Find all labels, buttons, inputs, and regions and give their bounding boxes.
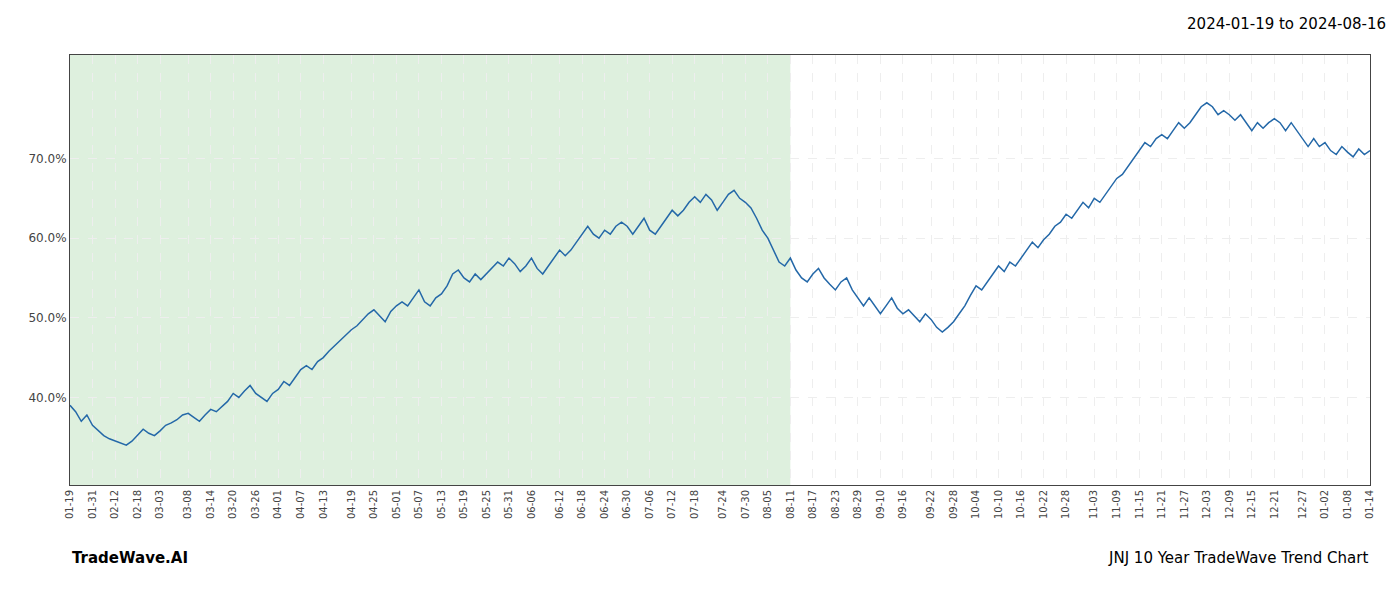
svg-text:07-24: 07-24	[717, 490, 728, 519]
svg-text:04-25: 04-25	[368, 490, 379, 519]
svg-text:12-27: 12-27	[1297, 490, 1308, 519]
svg-text:01-14: 01-14	[1364, 490, 1375, 519]
svg-text:12-15: 12-15	[1246, 490, 1257, 519]
svg-text:06-30: 06-30	[621, 490, 632, 519]
svg-text:08-29: 08-29	[852, 490, 863, 519]
svg-text:11-03: 11-03	[1088, 490, 1099, 519]
svg-text:12-03: 12-03	[1201, 490, 1212, 519]
svg-text:02-18: 02-18	[132, 490, 143, 519]
svg-text:04-13: 04-13	[318, 490, 329, 519]
svg-text:03-03: 03-03	[154, 490, 165, 519]
svg-text:06-06: 06-06	[526, 490, 537, 519]
svg-text:08-11: 08-11	[785, 490, 796, 519]
svg-text:03-08: 03-08	[182, 490, 193, 519]
svg-text:12-09: 12-09	[1224, 490, 1235, 519]
svg-text:11-27: 11-27	[1179, 490, 1190, 519]
svg-text:03-26: 03-26	[250, 490, 261, 519]
svg-text:10-22: 10-22	[1038, 490, 1049, 519]
svg-text:11-21: 11-21	[1156, 490, 1167, 519]
svg-text:05-19: 05-19	[458, 490, 469, 519]
svg-text:04-01: 04-01	[272, 490, 283, 519]
svg-text:11-15: 11-15	[1134, 490, 1145, 519]
svg-text:TradeWave.AI: TradeWave.AI	[72, 549, 188, 567]
svg-text:05-07: 05-07	[413, 490, 424, 519]
svg-text:03-20: 03-20	[227, 490, 238, 519]
svg-text:07-06: 07-06	[644, 490, 655, 519]
svg-text:05-31: 05-31	[503, 490, 514, 519]
svg-text:09-28: 09-28	[948, 490, 959, 519]
svg-text:50.0%: 50.0%	[28, 311, 66, 325]
svg-text:01-08: 01-08	[1342, 490, 1353, 519]
svg-text:04-07: 04-07	[295, 490, 306, 519]
svg-text:11-09: 11-09	[1111, 490, 1122, 519]
svg-text:09-16: 09-16	[897, 490, 908, 519]
svg-text:05-13: 05-13	[436, 490, 447, 519]
svg-text:40.0%: 40.0%	[28, 391, 66, 405]
svg-text:01-02: 01-02	[1319, 490, 1330, 519]
svg-text:06-18: 06-18	[576, 490, 587, 519]
svg-text:JNJ 10 Year TradeWave Trend Ch: JNJ 10 Year TradeWave Trend Chart	[1108, 549, 1368, 567]
svg-text:06-12: 06-12	[554, 490, 565, 519]
svg-text:05-01: 05-01	[391, 490, 402, 519]
svg-text:01-19: 01-19	[64, 490, 75, 519]
svg-text:07-30: 07-30	[740, 490, 751, 519]
svg-text:08-05: 08-05	[762, 490, 773, 519]
svg-text:09-22: 09-22	[925, 490, 936, 519]
svg-text:09-10: 09-10	[875, 490, 886, 519]
svg-text:10-04: 10-04	[970, 490, 981, 519]
svg-text:03-14: 03-14	[205, 490, 216, 519]
svg-text:70.0%: 70.0%	[28, 152, 66, 166]
svg-text:08-17: 08-17	[807, 490, 818, 519]
svg-text:05-25: 05-25	[481, 490, 492, 519]
svg-text:2024-01-19 to 2024-08-16: 2024-01-19 to 2024-08-16	[1187, 15, 1386, 33]
svg-text:07-18: 07-18	[689, 490, 700, 519]
svg-text:60.0%: 60.0%	[28, 231, 66, 245]
svg-text:01-31: 01-31	[87, 490, 98, 519]
svg-text:10-10: 10-10	[993, 490, 1004, 519]
svg-text:06-24: 06-24	[599, 490, 610, 519]
svg-text:07-12: 07-12	[666, 490, 677, 519]
svg-text:10-28: 10-28	[1060, 490, 1071, 519]
svg-text:08-23: 08-23	[830, 490, 841, 519]
svg-text:04-19: 04-19	[346, 490, 357, 519]
svg-text:12-21: 12-21	[1269, 490, 1280, 519]
svg-text:02-12: 02-12	[109, 490, 120, 519]
svg-text:10-16: 10-16	[1015, 490, 1026, 519]
